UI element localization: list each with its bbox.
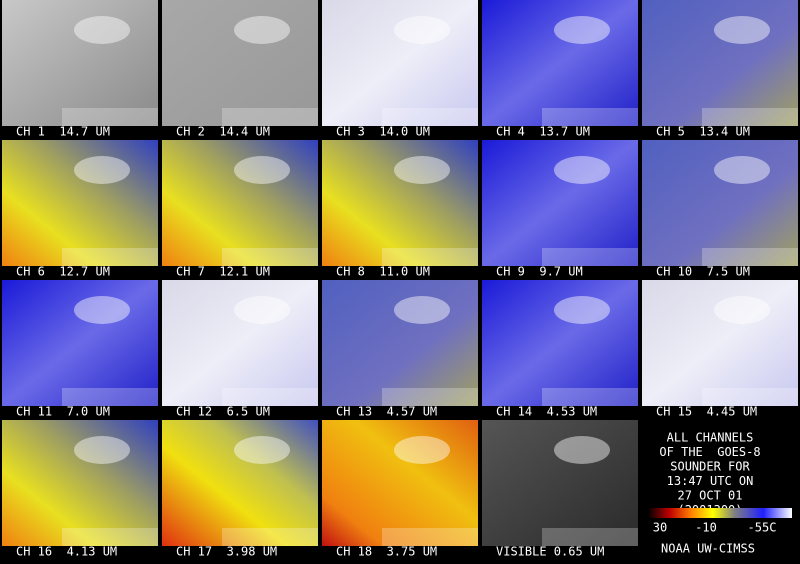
cloud-feature [394, 296, 450, 324]
coastline-band [542, 108, 638, 126]
satellite-image [642, 0, 798, 126]
channel-label: CH 1 14.7 UM [16, 125, 110, 139]
satellite-image [162, 280, 318, 406]
satellite-image [482, 280, 638, 406]
cloud-feature [714, 156, 770, 184]
coastline-band [382, 248, 478, 266]
info-line: 27 OCT 01 [677, 489, 742, 503]
coastline-band [542, 248, 638, 266]
channel-label: CH 11 7.0 UM [16, 405, 110, 419]
cloud-feature [554, 16, 610, 44]
credit: NOAA UW-CIMSS [661, 542, 755, 556]
cloud-feature [234, 156, 290, 184]
cloud-feature [234, 16, 290, 44]
info-line: 13:47 UTC ON [667, 474, 754, 488]
channel-label: CH 12 6.5 UM [176, 405, 270, 419]
coastline-band [62, 248, 158, 266]
channel-label: CH 10 7.5 UM [656, 265, 750, 279]
satellite-image [2, 0, 158, 126]
cloud-feature [554, 436, 610, 464]
cloud-feature [714, 16, 770, 44]
satellite-image [322, 0, 478, 126]
cloud-feature [394, 16, 450, 44]
coastline-band [542, 388, 638, 406]
info-line: ALL CHANNELS [667, 431, 754, 445]
colorbar [648, 508, 792, 518]
channel-label: CH 16 4.13 UM [16, 545, 117, 559]
cloud-feature [74, 16, 130, 44]
satellite-image [642, 140, 798, 266]
satellite-image [162, 140, 318, 266]
coastline-band [62, 108, 158, 126]
satellite-image [482, 420, 638, 546]
channel-label: CH 8 11.0 UM [336, 265, 430, 279]
cloud-feature [554, 296, 610, 324]
cloud-feature [234, 296, 290, 324]
coastline-band [702, 108, 798, 126]
cloud-feature [74, 436, 130, 464]
satellite-image [2, 280, 158, 406]
channel-label: CH 17 3.98 UM [176, 545, 277, 559]
coastline-band [222, 528, 318, 546]
satellite-image [322, 280, 478, 406]
coastline-band [382, 108, 478, 126]
channel-label: CH 13 4.57 UM [336, 405, 437, 419]
cloud-feature [554, 156, 610, 184]
cloud-feature [234, 436, 290, 464]
colorbar-label: -10 [695, 521, 717, 535]
channel-label: CH 15 4.45 UM [656, 405, 757, 419]
coastline-band [542, 528, 638, 546]
channel-label: CH 5 13.4 UM [656, 125, 750, 139]
colorbar-label: -55C [748, 521, 777, 535]
coastline-band [62, 528, 158, 546]
coastline-band [382, 528, 478, 546]
cloud-feature [394, 156, 450, 184]
coastline-band [702, 388, 798, 406]
info-line: SOUNDER FOR [670, 460, 750, 474]
satellite-image [322, 140, 478, 266]
channel-label: CH 9 9.7 UM [496, 265, 583, 279]
cloud-feature [74, 156, 130, 184]
satellite-image [482, 140, 638, 266]
coastline-band [382, 388, 478, 406]
coastline-band [222, 248, 318, 266]
satellite-image [162, 420, 318, 546]
cloud-feature [714, 296, 770, 324]
satellite-image [322, 420, 478, 546]
channel-label: CH 4 13.7 UM [496, 125, 590, 139]
info-line: OF THE GOES-8 [659, 445, 760, 459]
coastline-band [222, 388, 318, 406]
satellite-image [2, 140, 158, 266]
satellite-image [2, 420, 158, 546]
coastline-band [702, 248, 798, 266]
colorbar-label: 30 [653, 521, 667, 535]
coastline-band [62, 388, 158, 406]
channel-label: CH 3 14.0 UM [336, 125, 430, 139]
channel-label: CH 14 4.53 UM [496, 405, 597, 419]
cloud-feature [74, 296, 130, 324]
channel-label: CH 18 3.75 UM [336, 545, 437, 559]
channel-label: CH 7 12.1 UM [176, 265, 270, 279]
coastline-band [222, 108, 318, 126]
cloud-feature [394, 436, 450, 464]
channel-label: CH 2 14.4 UM [176, 125, 270, 139]
channel-label: CH 6 12.7 UM [16, 265, 110, 279]
channel-label: VISIBLE 0.65 UM [496, 545, 604, 559]
satellite-image [482, 0, 638, 126]
satellite-image [642, 280, 798, 406]
satellite-image [162, 0, 318, 126]
